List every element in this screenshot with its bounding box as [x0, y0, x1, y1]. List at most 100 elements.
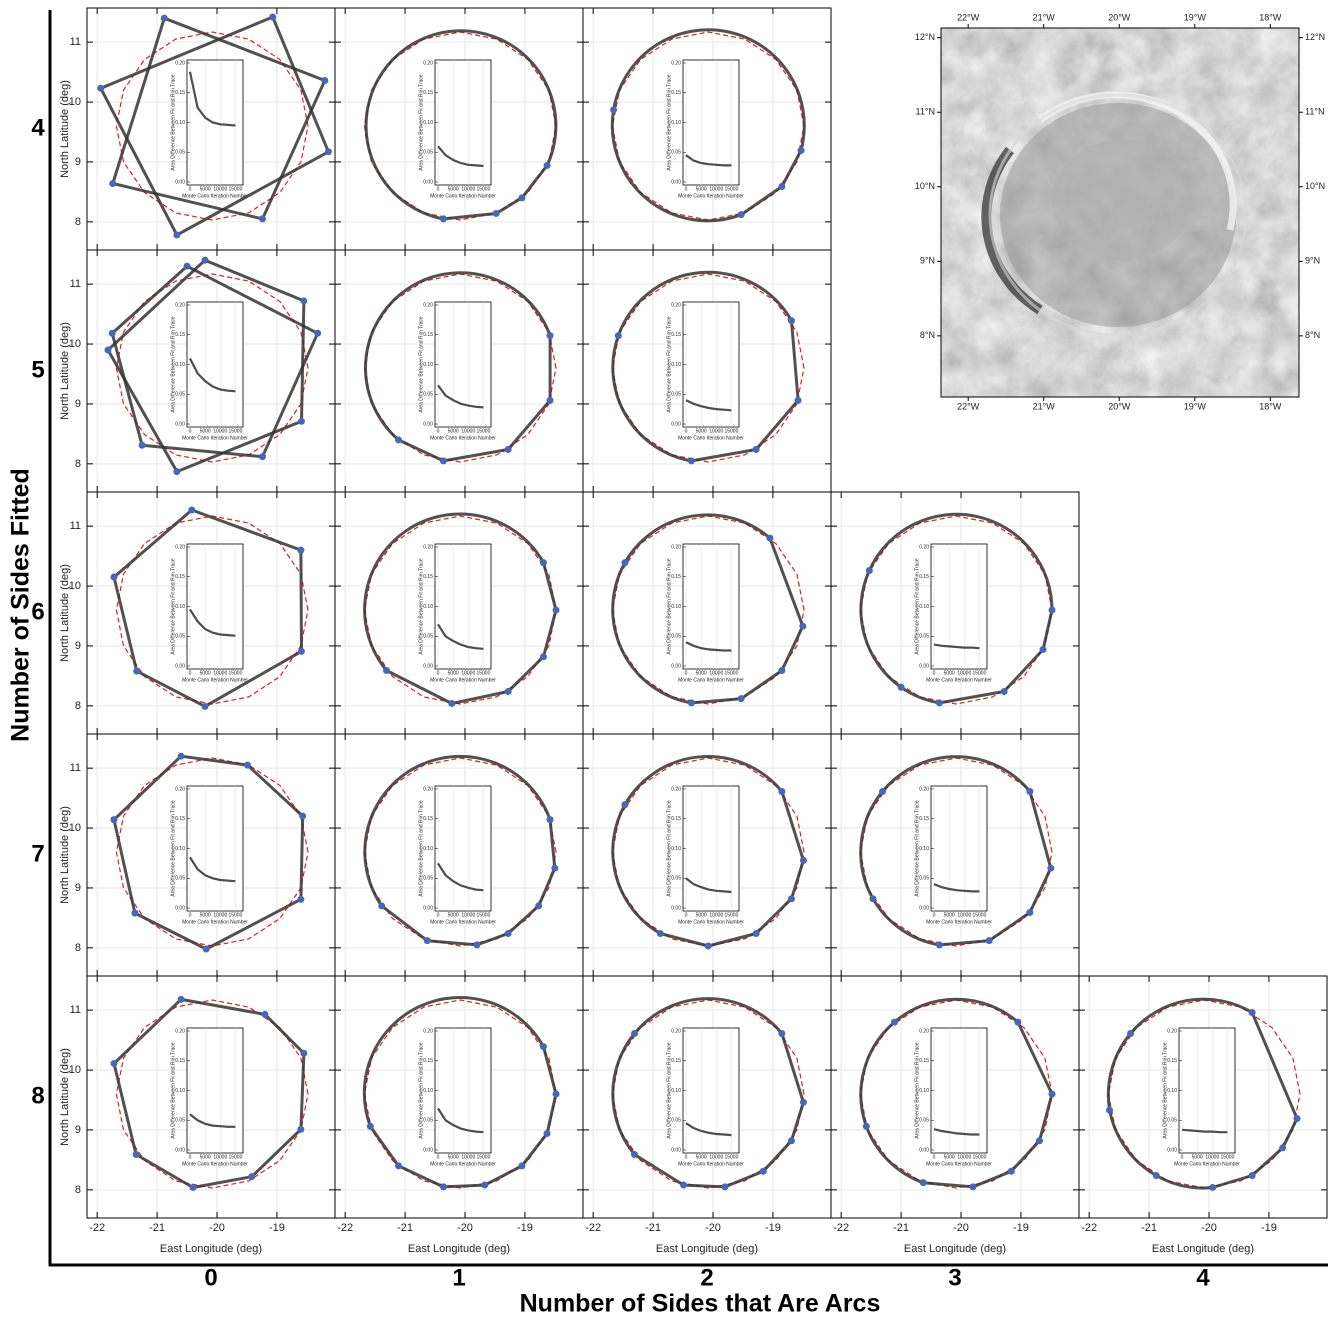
fit-vertex	[202, 703, 209, 710]
figure: Number of Sides Fitted Number of Sides t…	[0, 0, 1332, 1318]
row-label: 4	[31, 114, 45, 141]
inset-y-tick-label: 0.15	[671, 574, 681, 580]
inset-y-tick-label: 0.20	[671, 302, 681, 308]
inset-x-tick-label: 10000	[709, 186, 723, 192]
inset-x-tick-label: 5000	[200, 186, 211, 192]
fit-vertex	[891, 1019, 898, 1026]
map-y-tick-label: 9°N	[920, 256, 935, 266]
map-x-tick-label: 20°W	[1108, 12, 1131, 22]
inset-y-tick-label: 0.10	[671, 362, 681, 368]
inset-y-label: Area Difference Between Fit and Rim Trac…	[418, 74, 424, 171]
fit-vertex	[1026, 788, 1033, 795]
inset-y-tick-label: 0.00	[423, 1147, 433, 1153]
x-tick-label: -22	[833, 1222, 849, 1234]
x-tick-label: -22	[337, 1222, 353, 1234]
fit-vertex	[760, 1168, 767, 1175]
inset-y-tick-label: 0.10	[423, 362, 433, 368]
x-axis-label: East Longitude (deg)	[160, 1243, 262, 1255]
inset-x-tick-label: 0	[685, 1154, 688, 1160]
inset-y-label: Area Difference Between Fit and Rim Trac…	[666, 1042, 672, 1139]
inset-y-label: Area Difference Between Fit and Rim Trac…	[418, 1042, 424, 1139]
y-tick-label: 9	[75, 398, 81, 410]
fit-vertex	[300, 297, 307, 304]
fit-vertex	[505, 930, 512, 937]
inset-y-tick-label: 0.05	[671, 150, 681, 156]
inset-y-tick-label: 0.15	[175, 816, 185, 822]
inset-x-tick-label: 0	[437, 670, 440, 676]
fit-vertex	[493, 210, 500, 217]
inset-y-tick-label: 0.15	[671, 1058, 681, 1064]
inset-x-label: Monte Carlo Iteration Number	[430, 677, 496, 683]
x-tick-label: -21	[645, 1222, 661, 1234]
fit-vertex	[190, 1184, 197, 1191]
fit-vertex	[424, 937, 431, 944]
inset-y-tick-label: 0.05	[423, 1118, 433, 1124]
fit-vertex	[688, 699, 695, 706]
inset-y-tick-label: 0.10	[423, 120, 433, 126]
inset-y-tick-label: 0.10	[175, 846, 185, 852]
inset-x-tick-label: 5000	[448, 428, 459, 434]
fit-vertex	[544, 162, 551, 169]
fit-vertex	[259, 215, 266, 222]
inset-x-tick-label: 0	[189, 912, 192, 918]
inset-y-label: Area Difference Between Fit and Rim Trac…	[666, 74, 672, 171]
map-x-tick-label: 19°W	[1184, 401, 1207, 411]
inset-x-tick-label: 0	[189, 1154, 192, 1160]
inset-x-tick-label: 5000	[696, 912, 707, 918]
inset-x-tick-label: 5000	[1192, 1154, 1203, 1160]
x-axis-label: East Longitude (deg)	[904, 1243, 1006, 1255]
fit-vertex	[448, 700, 455, 707]
map-x-tick-label: 22°W	[957, 12, 980, 22]
inset-y-tick-label: 0.20	[919, 786, 929, 792]
fit-vertex	[1026, 909, 1033, 916]
inset-y-tick-label: 0.15	[423, 1058, 433, 1064]
inset-x-label: Monte Carlo Iteration Number	[678, 677, 744, 683]
map-x-tick-label: 18°W	[1259, 12, 1282, 22]
fit-vertex	[518, 194, 525, 201]
inset-y-tick-label: 0.05	[919, 1118, 929, 1124]
fit-vertex	[610, 106, 617, 113]
inset-x-label: Monte Carlo Iteration Number	[182, 677, 248, 683]
inset-y-tick-label: 0.10	[919, 604, 929, 610]
inset-x-tick-label: 0	[685, 186, 688, 192]
inset-x-tick-label: 5000	[200, 912, 211, 918]
inset-y-tick-label: 0.10	[671, 1088, 681, 1094]
fit-vertex	[1249, 1009, 1256, 1016]
inset-x-label: Monte Carlo Iteration Number	[926, 677, 992, 683]
inset-x-tick-label: 5000	[448, 1154, 459, 1160]
fit-vertex	[203, 946, 210, 953]
inset-x-label: Monte Carlo Iteration Number	[926, 1161, 992, 1167]
inset-y-tick-label: 0.20	[175, 302, 185, 308]
y-axis-label: North Latitude (deg)	[59, 806, 71, 904]
inset-y-label: Area Difference Between Fit and Rim Trac…	[170, 74, 176, 171]
inset-x-tick-label: 15000	[228, 1154, 242, 1160]
fit-vertex	[778, 1030, 785, 1037]
inset-y-tick-label: 0.10	[671, 846, 681, 852]
y-tick-label: 11	[70, 36, 81, 48]
fit-vertex	[481, 1182, 488, 1189]
inset-y-tick-label: 0.00	[175, 421, 185, 427]
inset-y-tick-label: 0.00	[175, 1147, 185, 1153]
inset-x-label: Monte Carlo Iteration Number	[182, 919, 248, 925]
y-axis-label: North Latitude (deg)	[59, 1048, 71, 1146]
fit-vertex	[553, 1091, 560, 1098]
fit-vertex	[866, 567, 873, 574]
inset-y-label: Area Difference Between Fit and Rim Trac…	[418, 316, 424, 413]
inset-y-tick-label: 0.05	[919, 876, 929, 882]
inset-y-tick-label: 0.05	[919, 634, 929, 640]
fit-vertex	[535, 902, 542, 909]
inset-x-tick-label: 0	[189, 186, 192, 192]
fit-vertex	[788, 1137, 795, 1144]
fit-vertex	[547, 397, 554, 404]
inset-y-tick-label: 0.05	[671, 634, 681, 640]
inset-x-tick-label: 0	[933, 912, 936, 918]
inset-y-tick-label: 0.20	[175, 60, 185, 66]
x-tick-label: -20	[953, 1222, 969, 1234]
inset-x-tick-label: 15000	[972, 912, 986, 918]
inset-y-tick-label: 0.20	[423, 544, 433, 550]
fit-vertex	[173, 468, 180, 475]
inset-y-tick-label: 0.00	[671, 1147, 681, 1153]
inset-x-tick-label: 15000	[228, 912, 242, 918]
inset-x-tick-label: 15000	[476, 912, 490, 918]
inset-y-tick-label: 0.10	[1167, 1088, 1177, 1094]
